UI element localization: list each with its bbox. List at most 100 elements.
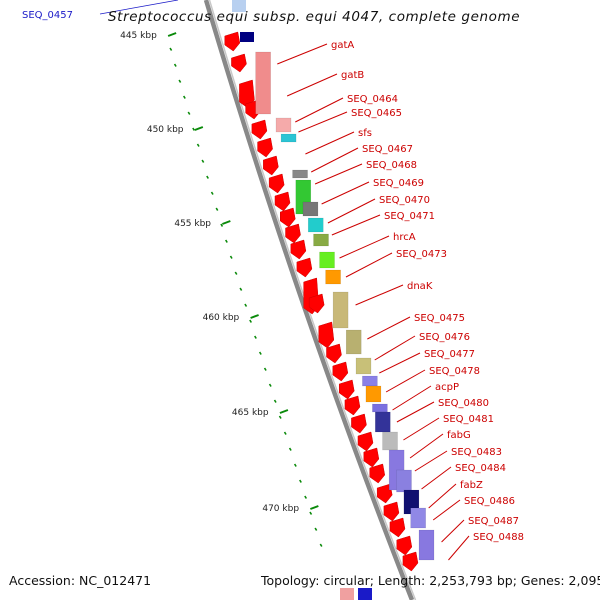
cog-block[interactable] [362, 375, 378, 387]
gene-arrow[interactable] [318, 321, 335, 349]
gene-label[interactable]: SEQ_0471 [384, 211, 435, 222]
cog-block[interactable] [355, 357, 372, 375]
label-leader [396, 401, 435, 423]
gene-arrow[interactable] [389, 517, 406, 538]
gene-arrow[interactable] [296, 257, 313, 278]
tick-dot [229, 255, 233, 259]
tick-dot [263, 367, 267, 371]
tick-mark [167, 32, 177, 37]
cog-block[interactable] [313, 233, 329, 247]
gene-label[interactable]: SEQ_0487 [468, 516, 519, 527]
gene-label[interactable]: SEQ_0478 [429, 366, 480, 377]
gene-label[interactable]: SEQ_0475 [414, 313, 465, 324]
label-leader [321, 181, 370, 205]
tick-mark [250, 314, 259, 319]
gene-arrow[interactable] [274, 191, 291, 212]
gene-label[interactable]: hrcA [393, 232, 416, 243]
tick-dot [319, 543, 323, 547]
tick-label: 450 kbp [147, 125, 184, 135]
gene-arrow[interactable] [290, 239, 307, 260]
cog-block[interactable] [345, 329, 362, 355]
cog-block[interactable] [280, 133, 297, 143]
tick-dot [283, 431, 287, 435]
gene-label[interactable]: SEQ_0464 [347, 94, 398, 105]
feature-label-top[interactable]: SEQ_0457 [22, 10, 73, 21]
gene-label[interactable]: SEQ_0486 [464, 496, 515, 507]
gene-label[interactable]: fabG [447, 430, 471, 441]
gene-block[interactable] [240, 32, 254, 42]
gene-label[interactable]: SEQ_0468 [366, 160, 417, 171]
gene-label[interactable]: acpP [435, 382, 459, 393]
gene-label[interactable]: SEQ_0465 [351, 108, 402, 119]
gene-arrow[interactable] [402, 551, 419, 572]
cog-block[interactable] [332, 291, 349, 329]
gene-arrow[interactable] [326, 343, 342, 364]
tick-dot [206, 175, 209, 179]
gene-arrow[interactable] [344, 395, 361, 416]
gene-label[interactable]: sfs [358, 128, 372, 139]
gene-arrow[interactable] [224, 31, 241, 52]
gene-arrow[interactable] [332, 361, 349, 382]
gene-arrow[interactable] [383, 501, 400, 522]
label-leader [298, 111, 348, 133]
cog-block[interactable] [307, 217, 324, 233]
gene-block[interactable] [358, 588, 372, 600]
gene-arrow[interactable] [251, 119, 268, 140]
gene-label[interactable]: SEQ_0484 [455, 463, 506, 474]
tick-mark [194, 126, 204, 131]
gene-label[interactable]: gatB [341, 70, 364, 81]
cog-block[interactable] [302, 201, 319, 217]
gene-arrow[interactable] [263, 155, 279, 176]
gene-label[interactable]: SEQ_0481 [443, 414, 494, 425]
gene-arrow[interactable] [280, 207, 296, 228]
cog-block[interactable] [255, 51, 271, 115]
tick-dot [210, 191, 214, 195]
gene-arrow[interactable] [357, 431, 374, 452]
label-leader [355, 284, 404, 306]
gene-arrow[interactable] [369, 463, 386, 484]
cog-block[interactable] [375, 411, 391, 433]
cog-block[interactable] [396, 469, 412, 493]
cog-block[interactable] [292, 169, 308, 179]
gene-label[interactable]: SEQ_0477 [424, 349, 475, 360]
label-leader [428, 483, 457, 509]
gene-label[interactable]: SEQ_0469 [373, 178, 424, 189]
gene-label[interactable]: SEQ_0473 [396, 249, 447, 260]
cog-block[interactable] [418, 529, 435, 561]
gene-label[interactable]: fabZ [460, 480, 483, 491]
tick-label: 460 kbp [203, 313, 240, 323]
gene-label[interactable]: SEQ_0476 [419, 332, 470, 343]
cog-block[interactable] [275, 117, 292, 133]
cog-block[interactable] [325, 269, 341, 285]
label-leader [414, 450, 448, 472]
gene-label[interactable]: SEQ_0480 [438, 398, 489, 409]
gene-label[interactable]: SEQ_0470 [379, 195, 430, 206]
gene-arrow[interactable] [351, 413, 367, 434]
cog-block[interactable] [372, 403, 388, 413]
gene-label[interactable]: SEQ_0483 [451, 447, 502, 458]
gene-block[interactable] [340, 588, 354, 600]
gene-arrow[interactable] [285, 223, 301, 244]
tick-mark [279, 409, 289, 414]
gene-arrow[interactable] [308, 293, 325, 314]
gene-arrow[interactable] [338, 379, 355, 400]
gene-label[interactable]: SEQ_0467 [362, 144, 413, 155]
gene-arrow[interactable] [231, 53, 247, 73]
gene-block[interactable] [232, 0, 246, 12]
genome-backbone [203, 0, 415, 600]
gene-label[interactable]: gatA [331, 40, 354, 51]
label-leader [345, 252, 393, 278]
gene-arrow[interactable] [376, 483, 393, 504]
gene-label[interactable]: SEQ_0488 [473, 532, 524, 543]
cog-block[interactable] [410, 507, 426, 529]
gene-arrow[interactable] [268, 173, 285, 194]
tick-dot [234, 271, 238, 275]
gene-arrow[interactable] [363, 447, 380, 468]
cog-block[interactable] [382, 431, 398, 451]
gene-arrow[interactable] [396, 535, 413, 556]
cog-block[interactable] [319, 251, 335, 269]
gene-label[interactable]: dnaK [407, 281, 433, 292]
cog-block[interactable] [365, 385, 382, 403]
gene-arrow[interactable] [257, 137, 273, 158]
